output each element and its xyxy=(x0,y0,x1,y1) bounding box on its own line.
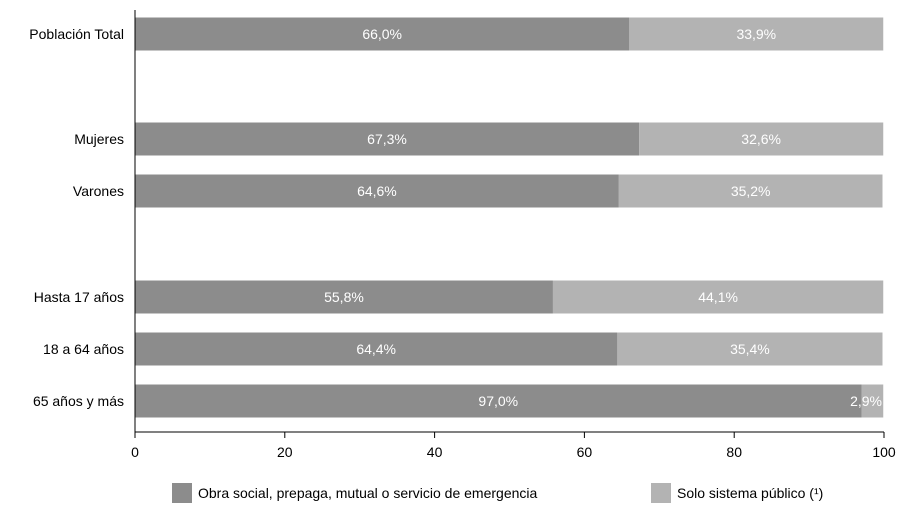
legend: Obra social, prepaga, mutual o servicio … xyxy=(172,483,823,503)
data-label-18-a-64-anos-series-2: 35,4% xyxy=(730,341,770,357)
bar-65-anos-y-mas-series-2 xyxy=(861,384,884,418)
data-label-mujeres-series-2: 32,6% xyxy=(741,131,781,147)
x-tick-label-0: 0 xyxy=(131,444,139,460)
category-label-18-a-64-anos: 18 a 64 años xyxy=(43,341,124,357)
x-tick-label-40: 40 xyxy=(427,444,443,460)
category-label-mujeres: Mujeres xyxy=(74,131,124,147)
legend-swatch-series-2 xyxy=(651,483,671,503)
bar-mujeres-series-2 xyxy=(639,122,884,156)
x-tick-label-100: 100 xyxy=(872,444,896,460)
legend-label-series-2: Solo sistema público (¹) xyxy=(677,485,823,501)
bar-poblacion-total-series-1 xyxy=(135,17,630,51)
bar-mujeres-series-1 xyxy=(135,122,640,156)
bar-18-a-64-anos-series-1 xyxy=(135,332,618,366)
data-label-65-anos-y-mas-series-1: 97,0% xyxy=(478,393,518,409)
category-labels: Población Total Mujeres Varones Hasta 17 añ… xyxy=(29,26,124,409)
legend-swatch-series-1 xyxy=(172,483,192,503)
category-label-poblacion-total: Población Total xyxy=(29,26,124,42)
category-label-65-anos-y-mas: 65 años y más xyxy=(33,393,124,409)
x-tick-label-80: 80 xyxy=(726,444,742,460)
bar-65-anos-y-mas-series-1 xyxy=(135,384,862,418)
data-label-65-anos-y-mas-series-2: 2,9% xyxy=(850,393,882,409)
data-label-18-a-64-anos-series-1: 64,4% xyxy=(356,341,396,357)
bar-poblacion-total-series-2 xyxy=(629,17,884,51)
data-label-mujeres-series-1: 67,3% xyxy=(367,131,407,147)
data-label-poblacion-total-series-1: 66,0% xyxy=(362,26,402,42)
data-label-poblacion-total-series-2: 33,9% xyxy=(736,26,776,42)
bars-group: 66,0% 33,9% 67,3% 32,6% 64,6% 35,2% 55,8% 44,1%… xyxy=(135,17,884,418)
bar-18-a-64-anos-series-2 xyxy=(617,332,883,366)
data-label-varones-series-1: 64,6% xyxy=(357,183,397,199)
x-tick-label-20: 20 xyxy=(277,444,293,460)
data-label-varones-series-2: 35,2% xyxy=(731,183,771,199)
data-label-hasta-17-anos-series-2: 44,1% xyxy=(698,289,738,305)
category-label-varones: Varones xyxy=(73,183,124,199)
category-label-hasta-17-anos: Hasta 17 años xyxy=(34,289,124,305)
data-label-hasta-17-anos-series-1: 55,8% xyxy=(324,289,364,305)
legend-label-series-1: Obra social, prepaga, mutual o servicio … xyxy=(198,485,538,501)
x-axis: 0 20 40 60 80 100 xyxy=(131,10,896,460)
bar-varones-series-1 xyxy=(135,174,619,208)
x-tick-label-60: 60 xyxy=(577,444,593,460)
bar-hasta-17-anos-series-2 xyxy=(552,280,884,314)
bar-varones-series-2 xyxy=(618,174,883,208)
bar-hasta-17-anos-series-1 xyxy=(135,280,553,314)
